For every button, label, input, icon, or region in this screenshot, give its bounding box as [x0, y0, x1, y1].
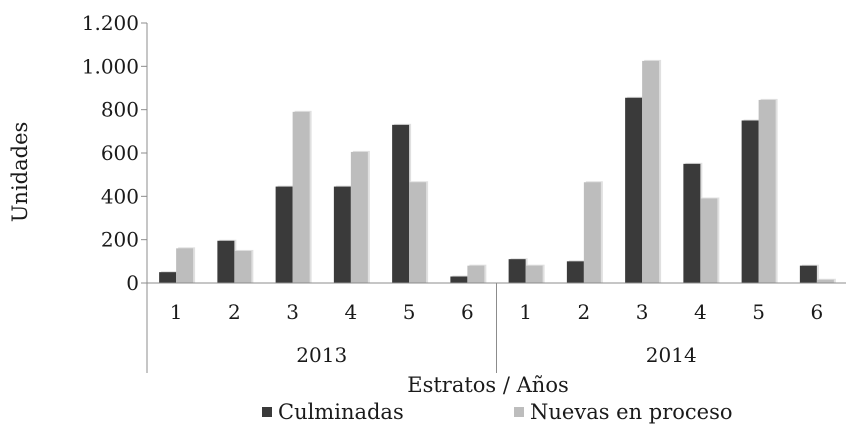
x-category-label: 2	[578, 300, 591, 324]
x-category-label: 6	[811, 300, 824, 324]
bar-nuevas-en-proceso	[467, 265, 485, 283]
bar-nuevas-en-proceso	[700, 198, 718, 283]
bar-culminadas	[333, 186, 351, 283]
x-category-label: 6	[461, 300, 474, 324]
bars-layer	[159, 59, 836, 284]
x-category-label: 5	[403, 300, 416, 324]
bar-culminadas	[741, 120, 759, 283]
bar-culminadas	[625, 97, 643, 283]
bar-nuevas-en-proceso	[525, 265, 543, 283]
bar-culminadas	[450, 276, 468, 283]
x-category-label: 4	[694, 300, 707, 324]
bar-culminadas	[566, 261, 584, 283]
y-tick-label: 200	[101, 228, 139, 252]
x-category-label: 1	[170, 300, 183, 324]
y-tick-label: 0	[126, 271, 139, 295]
legend-label: Culminadas	[278, 400, 404, 424]
bar-culminadas	[217, 240, 235, 283]
x-category-label: 3	[286, 300, 299, 324]
x-category-label: 4	[345, 300, 358, 324]
bar-culminadas	[799, 265, 817, 283]
x-category-label: 2	[228, 300, 241, 324]
bar-culminadas	[683, 163, 701, 283]
bar-nuevas-en-proceso	[234, 250, 252, 283]
bar-nuevas-en-proceso	[642, 60, 660, 283]
bar-culminadas	[159, 272, 177, 283]
y-tick-label: 800	[101, 98, 139, 122]
y-axis-title: Unidades	[8, 122, 32, 223]
bar-nuevas-en-proceso	[816, 279, 834, 283]
bar-nuevas-en-proceso	[350, 151, 368, 283]
y-axis-ticks: 0 200 400 600 800 1.000 1.200	[82, 11, 147, 295]
x-axis-labels: 1 2 3 4 5 6 2013 1 2 3 4 5 6 2014	[170, 283, 823, 373]
x-category-label: 1	[519, 300, 532, 324]
bar-nuevas-en-proceso	[409, 182, 427, 283]
bar-nuevas-en-proceso	[176, 248, 194, 283]
y-tick-label: 1.200	[82, 11, 139, 35]
legend-label: Nuevas en proceso	[530, 400, 733, 424]
legend: Culminadas Nuevas en proceso	[262, 400, 733, 424]
bar-culminadas	[275, 186, 293, 283]
y-tick-label: 1.000	[82, 54, 139, 78]
x-group-label: 2014	[646, 343, 697, 367]
bar-nuevas-en-proceso	[583, 182, 601, 283]
y-tick-label: 600	[101, 141, 139, 165]
y-tick-label: 400	[101, 184, 139, 208]
x-category-label: 3	[636, 300, 649, 324]
x-category-label: 5	[752, 300, 765, 324]
x-axis-title: Estratos / Años	[407, 373, 569, 397]
legend-swatch	[262, 407, 272, 417]
bar-nuevas-en-proceso	[292, 111, 310, 283]
bar-nuevas-en-proceso	[758, 99, 776, 284]
legend-swatch	[514, 407, 524, 417]
x-group-label: 2013	[296, 343, 347, 367]
bar-culminadas	[508, 259, 526, 283]
bar-culminadas	[392, 124, 410, 283]
